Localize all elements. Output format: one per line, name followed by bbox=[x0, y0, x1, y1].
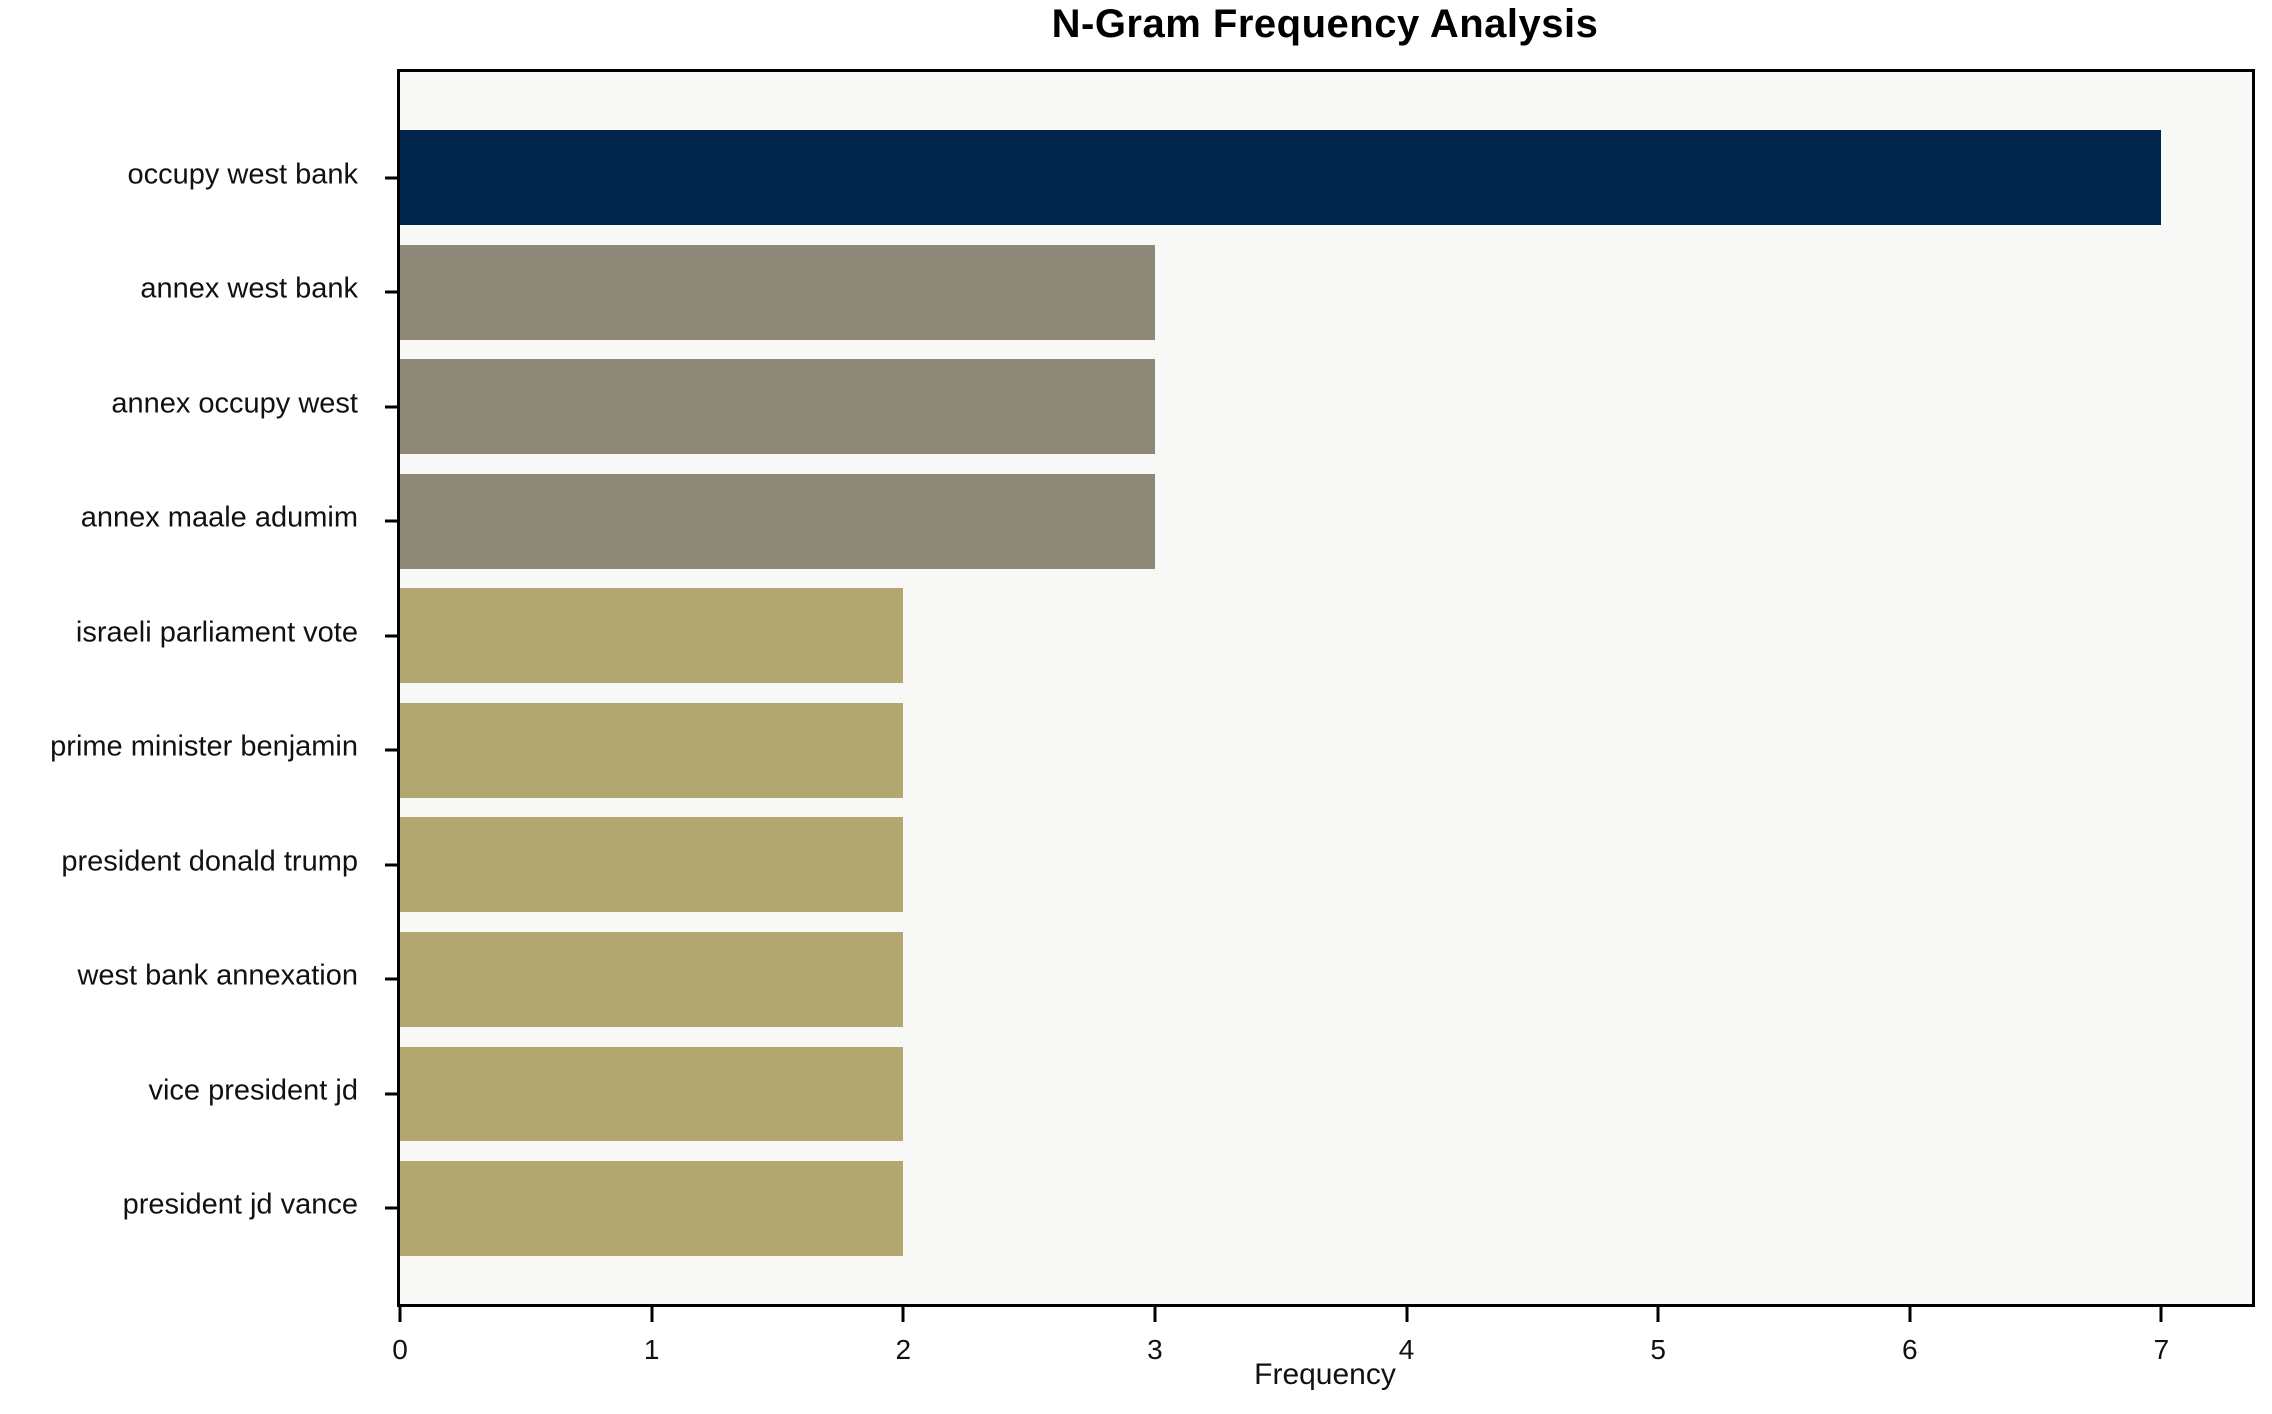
y-tick-mark bbox=[385, 176, 397, 180]
bar-annex-maale-adumim bbox=[400, 473, 1155, 569]
y-tick-mark bbox=[385, 290, 397, 294]
y-tick-mark bbox=[385, 1206, 397, 1210]
chart-title: N-Gram Frequency Analysis bbox=[1051, 2, 1599, 46]
y-tick-label: occupy west bank bbox=[127, 158, 358, 191]
x-tick-label: 1 bbox=[643, 1334, 660, 1365]
y-tick-label: israeli parliament vote bbox=[75, 616, 358, 649]
y-tick-mark bbox=[385, 863, 397, 867]
bar-prime-minister-benjamin bbox=[400, 702, 904, 798]
x-tick-label: 5 bbox=[1650, 1334, 1666, 1365]
y-tick-mark bbox=[385, 977, 397, 981]
y-tick-label: prime minister benjamin bbox=[50, 730, 358, 763]
y-tick-label: west bank annexation bbox=[77, 959, 358, 992]
y-tick-label: annex occupy west bbox=[111, 387, 358, 420]
bar-annex-occupy-west bbox=[400, 359, 1155, 455]
x-tick-mark bbox=[1405, 1307, 1409, 1322]
bar-occupy-west-bank bbox=[400, 130, 2162, 226]
y-tick-label: vice president jd bbox=[148, 1074, 358, 1107]
y-tick-mark bbox=[385, 748, 397, 752]
x-tick-mark bbox=[901, 1307, 905, 1322]
x-tick-label: 6 bbox=[1901, 1334, 1918, 1365]
x-tick-label: 4 bbox=[1398, 1334, 1415, 1365]
x-tick-mark bbox=[1908, 1307, 1912, 1322]
x-tick-label: 3 bbox=[1147, 1334, 1163, 1365]
plot-area: 0 1 2 3 4 5 6 7 bbox=[385, 69, 2255, 1365]
y-tick-label: president donald trump bbox=[61, 845, 358, 878]
x-tick-mark bbox=[1656, 1307, 1660, 1322]
y-axis-labels: occupy west bank annex west bank annex occ… bbox=[0, 69, 378, 1301]
x-tick-mark bbox=[1153, 1307, 1157, 1322]
bar-israeli-parliament-vote bbox=[400, 588, 904, 684]
bar-annex-west-bank bbox=[400, 244, 1155, 340]
x-tick-label: 0 bbox=[392, 1334, 408, 1365]
y-tick-mark bbox=[385, 405, 397, 409]
y-tick-mark bbox=[385, 634, 397, 638]
y-tick-mark bbox=[385, 1092, 397, 1096]
y-tick-label: president jd vance bbox=[122, 1188, 358, 1221]
x-axis-title: Frequency bbox=[1254, 1358, 1396, 1391]
y-tick-mark bbox=[385, 519, 397, 523]
x-tick-label: 2 bbox=[895, 1334, 912, 1365]
x-tick-mark bbox=[650, 1307, 654, 1322]
y-tick-label: annex maale adumim bbox=[80, 501, 358, 534]
bar-president-jd-vance bbox=[400, 1161, 904, 1256]
y-tick-label: annex west bank bbox=[140, 272, 358, 305]
x-tick-mark bbox=[398, 1307, 402, 1322]
x-tick-label: 7 bbox=[2153, 1334, 2170, 1365]
bar-vice-president-jd bbox=[400, 1046, 904, 1142]
bar-west-bank-annexation bbox=[400, 931, 904, 1027]
x-tick-mark bbox=[2159, 1307, 2163, 1322]
bar-president-donald-trump bbox=[400, 817, 904, 913]
